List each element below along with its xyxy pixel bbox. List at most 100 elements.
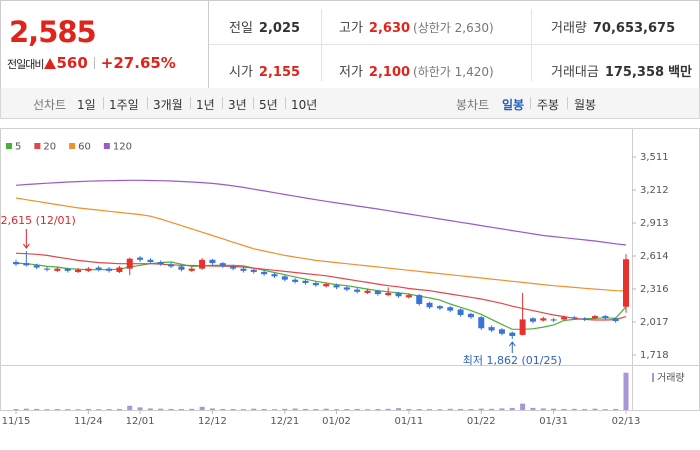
ma-line	[15, 197, 627, 292]
period-button[interactable]: 10년	[291, 98, 318, 112]
min-annotation: 최저 1,862 (01/25)	[463, 354, 562, 367]
summary-label: 저가	[339, 65, 363, 80]
candle-body	[426, 302, 433, 308]
period-button[interactable]: 1주일	[109, 98, 139, 112]
volume-bar	[106, 409, 112, 410]
volume-bar	[582, 409, 588, 410]
candle-body	[374, 290, 381, 295]
candle-body	[168, 264, 175, 267]
candle-body	[509, 332, 516, 336]
x-tick-label: 01/22	[467, 416, 496, 427]
candle-period-button[interactable]: 일봉	[502, 98, 525, 112]
volume-bar	[520, 403, 526, 410]
candle-body	[209, 259, 216, 264]
volume-bar	[158, 408, 164, 410]
candle-body	[54, 268, 61, 271]
candle-body	[126, 258, 133, 269]
candle-body	[467, 313, 474, 318]
candle-body	[519, 319, 526, 335]
volume-bar	[530, 407, 536, 410]
candle-body	[137, 257, 144, 260]
ma-line	[15, 179, 627, 246]
candle-body	[343, 287, 350, 290]
volume-bar	[178, 409, 184, 410]
candle-body	[178, 266, 185, 270]
candle-body	[116, 267, 123, 272]
volume-bar	[44, 409, 50, 410]
legend-swatch	[34, 143, 41, 149]
period-button[interactable]: 1일	[77, 98, 96, 112]
volume-bar	[406, 408, 412, 410]
candle-body	[312, 282, 319, 286]
y-tick-label: 2,913	[640, 218, 669, 229]
period-button[interactable]: 3년	[228, 98, 247, 112]
change-label: 전일대비	[7, 58, 44, 71]
volume-bar	[251, 408, 257, 410]
candle-body	[13, 262, 19, 265]
summary-value: 70,653,675	[592, 21, 676, 36]
candle-body	[323, 284, 330, 287]
summary-note: (하한가 1,420)	[413, 65, 494, 79]
period-button[interactable]: 1년	[196, 98, 215, 112]
min-arrow	[508, 341, 516, 354]
candle-body	[581, 318, 588, 320]
summary-value: 2,025	[258, 21, 301, 36]
candle-body	[302, 280, 309, 283]
candle-body	[230, 266, 237, 269]
volume-bar	[602, 409, 608, 410]
toolbar-label: 봉차트	[456, 98, 490, 112]
summary-item: 거래대금 175,358 백만	[551, 61, 692, 80]
volume-bar	[292, 408, 298, 410]
x-tick-label: 12/01	[126, 416, 155, 427]
summary-label: 시가	[229, 65, 253, 80]
divider	[209, 44, 699, 45]
x-tick-label: 01/11	[394, 416, 423, 427]
volume-bar	[189, 408, 195, 410]
volume-bar	[313, 409, 319, 410]
candle-body	[623, 259, 629, 307]
candle-body	[240, 268, 247, 271]
x-tick-label: 01/31	[539, 416, 568, 427]
x-tick-label: 11/24	[74, 416, 103, 427]
legend-label: 120	[113, 142, 132, 153]
up-triangle	[44, 58, 57, 69]
volume-bar	[396, 408, 402, 410]
x-tick-label: 01/02	[322, 416, 351, 427]
volume-bar	[282, 408, 288, 410]
candle-body	[591, 316, 598, 319]
volume-bar	[209, 408, 215, 410]
candle-body	[540, 318, 547, 321]
candle-period-button[interactable]: 주봉	[537, 98, 560, 112]
candle-body	[261, 271, 268, 275]
price: 2,585	[9, 15, 97, 49]
candle-body	[106, 268, 113, 271]
summary-value: 2,100	[368, 65, 411, 80]
volume-bar	[240, 409, 246, 410]
quote-main: 2,585 전일대비 560 +27.65%	[1, 1, 209, 88]
legend-label: 60	[78, 142, 91, 153]
candle-body	[250, 269, 257, 272]
candle-body	[354, 289, 361, 292]
volume-bar	[220, 408, 226, 410]
y-tick-label: 2,614	[640, 251, 669, 262]
candle-body	[612, 318, 619, 322]
candle-body	[364, 290, 371, 293]
summary-value: 175,358	[604, 65, 665, 80]
change-value: 560	[56, 54, 88, 72]
candle-period-button[interactable]: 월봉	[574, 98, 597, 112]
period-button[interactable]: 3개월	[153, 98, 183, 112]
period-button[interactable]: 5년	[259, 98, 278, 112]
volume-bar	[499, 408, 505, 410]
summary-unit: 백만	[668, 65, 692, 80]
volume-bar	[85, 408, 91, 410]
volume-bar	[437, 409, 443, 410]
summary-note: (상한가 2,630)	[413, 21, 494, 35]
volume-bar	[323, 408, 329, 410]
separator	[253, 97, 254, 109]
candle-body	[85, 268, 92, 271]
summary-item: 거래량 70,653,675	[551, 17, 675, 36]
volume-bar	[489, 408, 495, 410]
y-tick-label: 2,017	[640, 317, 669, 328]
